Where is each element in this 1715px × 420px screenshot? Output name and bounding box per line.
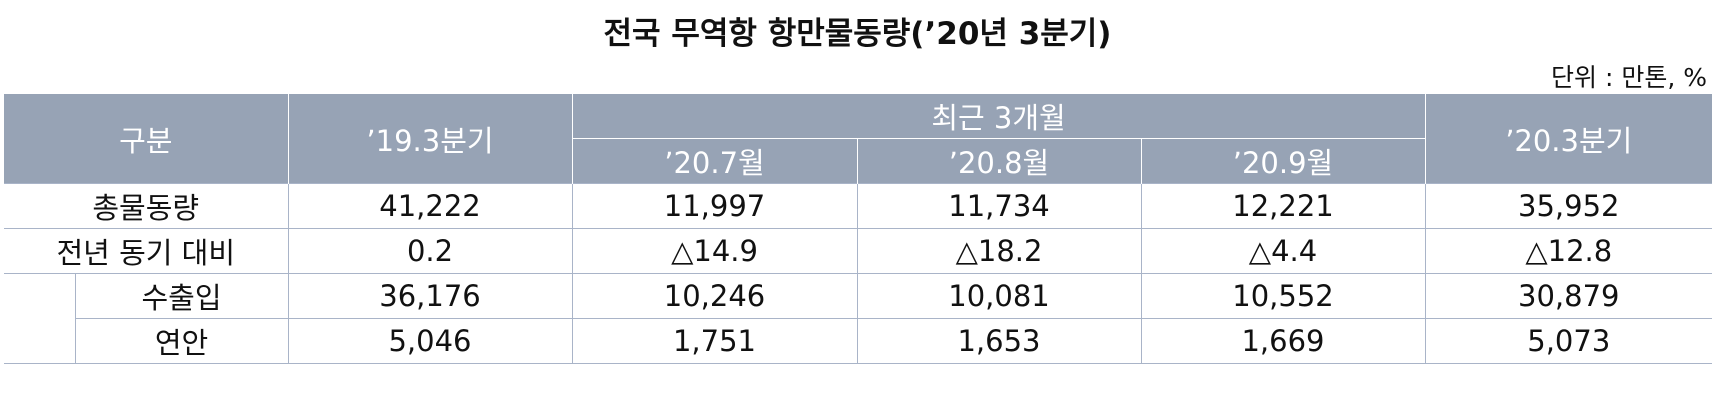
header-cell: ’19.3분기 bbox=[287, 94, 573, 184]
header-cell: ’20.9월 bbox=[1140, 138, 1426, 184]
cell: 1,751 bbox=[571, 318, 858, 364]
row-label: 총물동량 bbox=[4, 183, 289, 229]
table-row: 총물동량 41,222 11,997 11,734 12,221 35,952 bbox=[4, 183, 1713, 229]
cell: 5,073 bbox=[1424, 318, 1713, 364]
cell: 11,734 bbox=[856, 183, 1142, 229]
cell: 41,222 bbox=[287, 183, 573, 229]
cell: 10,246 bbox=[571, 273, 858, 319]
row-label: 전년 동기 대비 bbox=[4, 228, 289, 274]
data-table: 구분 ’19.3분기 최근 3개월 ’20.3분기 ’20.7월 ’20.8월 … bbox=[4, 94, 1713, 364]
cell: 1,653 bbox=[856, 318, 1142, 364]
cell: △12.8 bbox=[1424, 228, 1713, 274]
table-body: 총물동량 41,222 11,997 11,734 12,221 35,952 전년 동기 … bbox=[4, 183, 1713, 364]
table-row: 연안 5,046 1,751 1,653 1,669 5,073 bbox=[4, 318, 1713, 364]
cell: △14.9 bbox=[571, 228, 858, 274]
row-label: 수출입 bbox=[74, 273, 289, 319]
title: 전국 무역항 항만물동량(’20년 3분기) bbox=[603, 16, 1112, 52]
table-row: 전년 동기 대비 0.2 △14.9 △18.2 △4.4 △12.8 bbox=[4, 228, 1713, 274]
header-cell: ’20.7월 bbox=[572, 138, 858, 184]
header-cell: ’20.8월 bbox=[856, 138, 1142, 184]
header-cell: 구분 bbox=[4, 94, 289, 184]
cell: 5,046 bbox=[287, 318, 573, 364]
header-cell: 최근 3개월 bbox=[571, 94, 1426, 139]
row-label: 연안 bbox=[75, 318, 289, 364]
cell: 10,081 bbox=[856, 273, 1142, 319]
table-header: 구분 ’19.3분기 최근 3개월 ’20.3분기 ’20.7월 ’20.8월 … bbox=[4, 94, 1713, 184]
cell: 11,997 bbox=[571, 183, 858, 229]
cell: 1,669 bbox=[1140, 318, 1426, 364]
unit-note: 단위 : 만톤, % bbox=[1551, 63, 1707, 92]
cell: 30,879 bbox=[1424, 273, 1713, 319]
header-row: ’20.7월 ’20.8월 ’20.9월 bbox=[4, 138, 1712, 184]
indent-cell bbox=[4, 273, 76, 364]
table-row: 수출입 36,176 10,246 10,081 10,552 30,879 bbox=[4, 273, 1713, 364]
cell: 35,952 bbox=[1424, 183, 1713, 229]
cell: 12,221 bbox=[1140, 183, 1426, 229]
cell: 36,176 bbox=[287, 273, 573, 319]
cell: 0.2 bbox=[287, 228, 573, 274]
cell: △18.2 bbox=[856, 228, 1142, 274]
cell: △4.4 bbox=[1140, 228, 1426, 274]
header-cell: ’20.3분기 bbox=[1424, 94, 1713, 184]
header-row: 구분 ’19.3분기 최근 3개월 ’20.3분기 bbox=[4, 94, 1713, 184]
cell: 10,552 bbox=[1140, 273, 1426, 319]
